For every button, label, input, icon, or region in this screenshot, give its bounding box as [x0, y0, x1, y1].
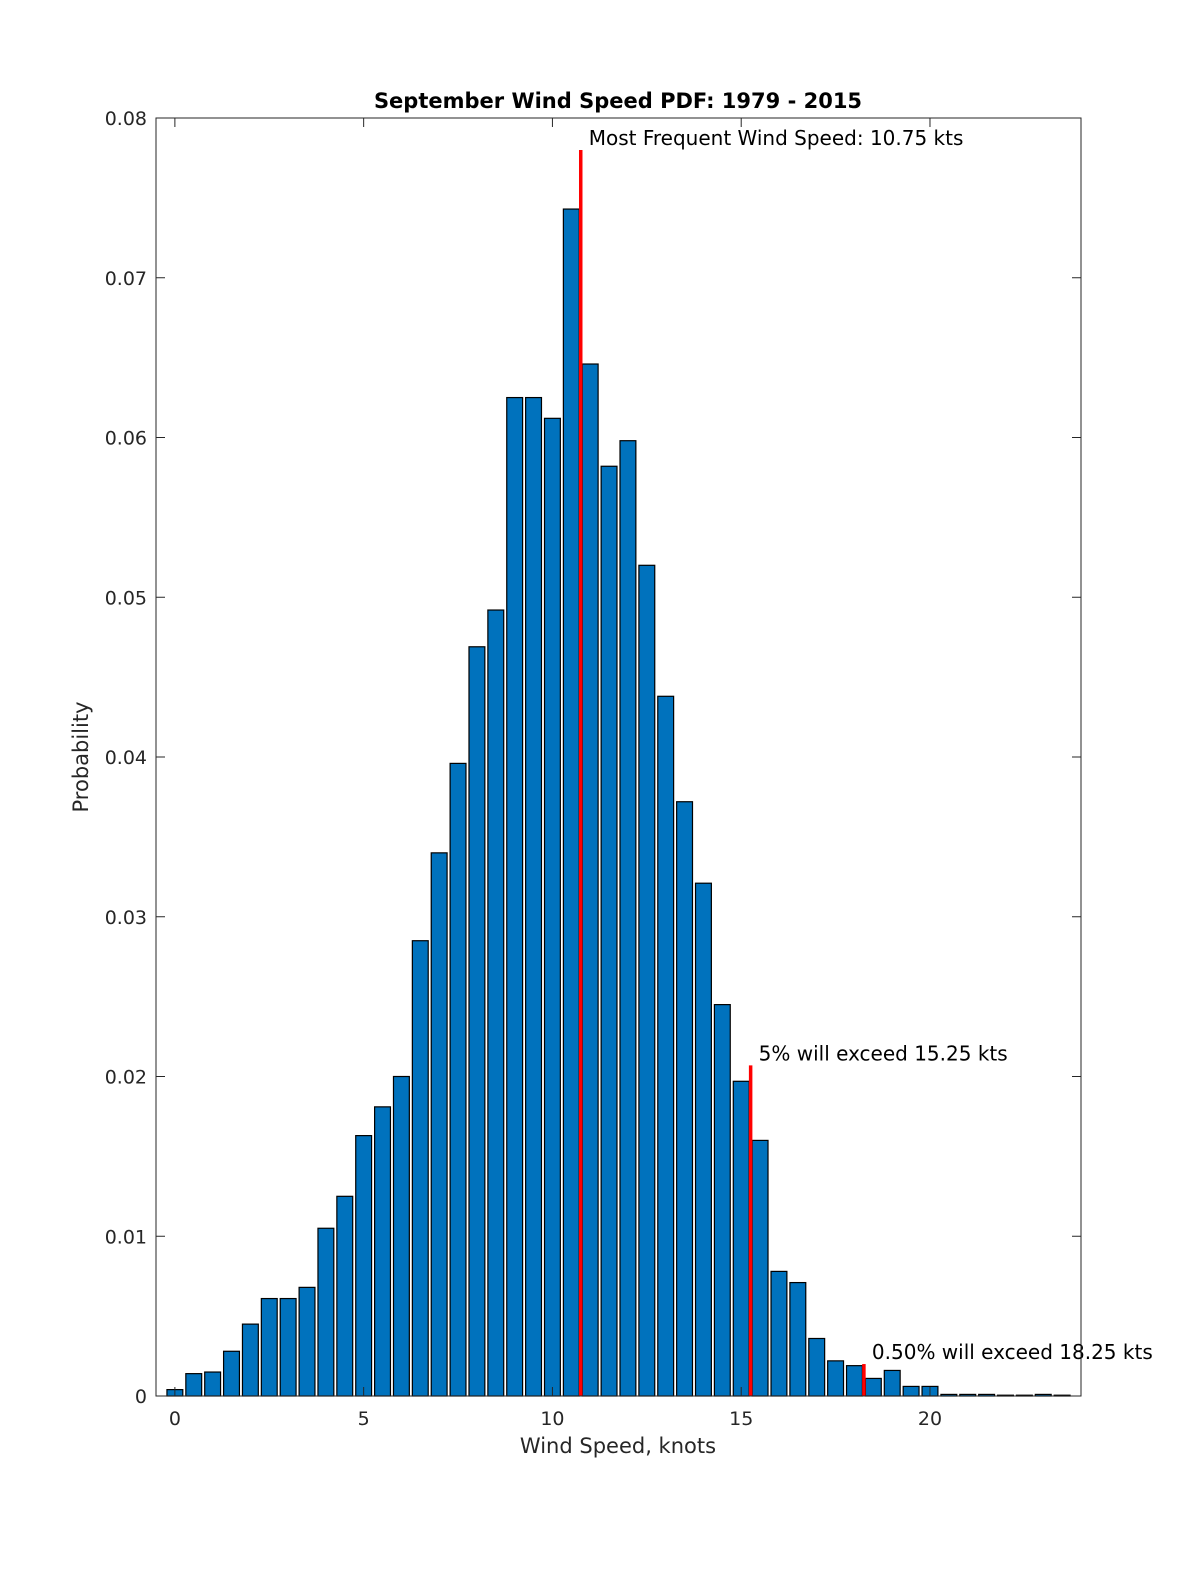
bar — [204, 1371, 222, 1397]
bar — [581, 363, 599, 1397]
bar — [392, 1075, 410, 1397]
bar — [808, 1337, 826, 1397]
bar — [374, 1106, 392, 1397]
bar — [468, 646, 486, 1397]
y-tick-label: 0.03 — [105, 907, 147, 929]
x-axis-label: Wind Speed, knots — [520, 1434, 716, 1458]
bar — [732, 1080, 750, 1397]
bar — [751, 1139, 769, 1397]
bar — [789, 1281, 807, 1397]
bar — [506, 396, 524, 1397]
y-axis-label: Probability — [69, 701, 93, 812]
bar — [449, 762, 467, 1397]
bar — [279, 1297, 297, 1397]
bar — [222, 1350, 241, 1397]
bar — [600, 465, 618, 1397]
annotation-label: Most Frequent Wind Speed: 10.75 kts — [589, 126, 964, 150]
bar — [317, 1227, 335, 1397]
bar — [694, 882, 712, 1397]
x-tick-label: 0 — [169, 1408, 181, 1430]
bar — [770, 1270, 788, 1397]
bar — [883, 1369, 901, 1397]
bar — [562, 208, 580, 1397]
bar — [676, 801, 694, 1397]
bar — [260, 1297, 278, 1397]
y-tick-label: 0.08 — [105, 108, 147, 130]
annotation-label: 5% will exceed 15.25 kts — [759, 1041, 1008, 1065]
bar — [185, 1373, 203, 1397]
bar — [619, 440, 637, 1397]
y-tick-label: 0.01 — [105, 1226, 147, 1248]
y-tick-label: 0.05 — [105, 587, 147, 609]
x-tick-label: 5 — [358, 1408, 370, 1430]
bar — [864, 1377, 882, 1397]
x-tick-label: 15 — [729, 1408, 753, 1430]
y-tick-label: 0.02 — [105, 1067, 147, 1089]
bar — [827, 1360, 845, 1397]
bar — [487, 609, 505, 1397]
bar — [845, 1365, 863, 1397]
bar — [543, 417, 561, 1397]
bar — [298, 1286, 316, 1397]
bar — [411, 940, 429, 1397]
bar — [902, 1385, 920, 1397]
y-tick-label: 0.06 — [105, 428, 147, 450]
bar — [638, 564, 656, 1397]
annotation-label: 0.50% will exceed 18.25 kts — [872, 1340, 1153, 1364]
chart-title: September Wind Speed PDF: 1979 - 2015 — [374, 89, 862, 113]
y-tick-label: 0.07 — [105, 268, 147, 290]
bar — [713, 1004, 731, 1397]
bar — [657, 695, 675, 1397]
x-tick-label: 20 — [918, 1408, 942, 1430]
y-tick-label: 0.04 — [105, 747, 147, 769]
bar — [525, 396, 543, 1397]
plot-background — [156, 118, 1081, 1396]
bar — [355, 1135, 373, 1397]
bar — [430, 852, 448, 1397]
bar — [241, 1323, 259, 1397]
y-tick-label: 0 — [135, 1386, 147, 1408]
x-tick-label: 10 — [540, 1408, 564, 1430]
bar — [336, 1195, 354, 1397]
